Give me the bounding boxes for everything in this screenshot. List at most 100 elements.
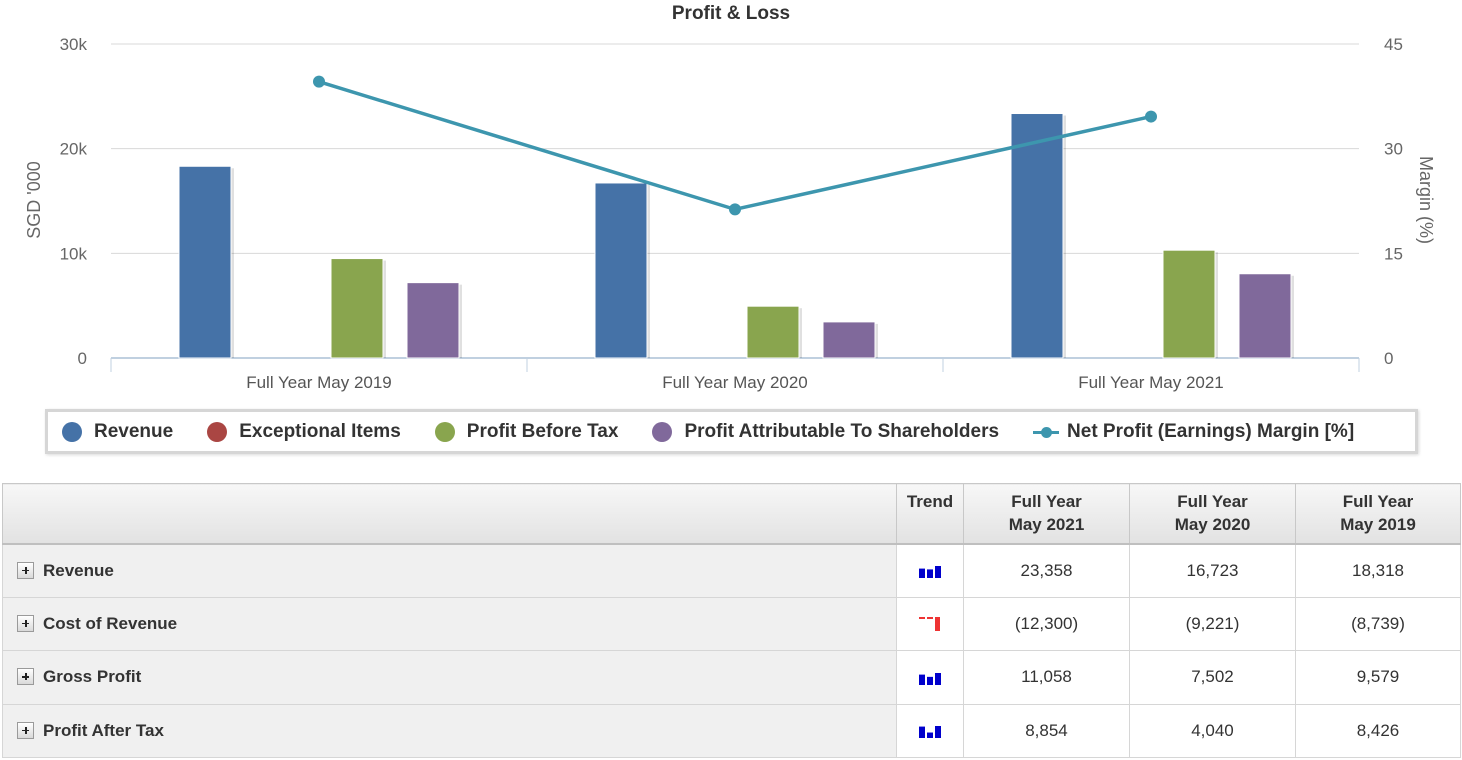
- sparkline-bar: [935, 726, 941, 739]
- trend-sparkline-icon[interactable]: [917, 616, 943, 632]
- sparkline-bar: [919, 568, 925, 579]
- y-axis-title: SGD '000: [24, 161, 44, 238]
- trend-sparkline-icon[interactable]: [917, 670, 943, 686]
- bar-revenue[interactable]: [594, 182, 648, 359]
- row-label-cell: Profit After Tax: [2, 703, 897, 758]
- column-header-may-2020[interactable]: Full Year May 2020: [1129, 483, 1296, 545]
- bar-profit-before-tax[interactable]: [746, 305, 800, 359]
- column-header-may-2021[interactable]: Full Year May 2021: [963, 483, 1130, 545]
- expand-plus-icon[interactable]: [17, 668, 34, 686]
- header-line: May 2020: [1174, 515, 1251, 534]
- bar-revenue[interactable]: [1010, 113, 1064, 359]
- legend-label: Revenue: [94, 420, 174, 442]
- legend-dot-marker: [62, 421, 82, 442]
- y-tick-label: 30k: [60, 35, 88, 54]
- margin-point[interactable]: [313, 75, 325, 88]
- value-cell: (12,300): [963, 596, 1130, 651]
- expand-plus-icon[interactable]: [17, 561, 34, 579]
- legend-label: Exceptional Items: [239, 420, 401, 442]
- margin-point[interactable]: [1145, 110, 1157, 123]
- value-cell: 4,040: [1129, 703, 1296, 758]
- trend-cell: [896, 703, 964, 758]
- sparkline-bar: [927, 569, 933, 579]
- legend-item[interactable]: Net Profit (Earnings) Margin [%]: [1033, 421, 1354, 443]
- header-line: May 2019: [1340, 515, 1416, 534]
- x-tick-label: Full Year May 2021: [1078, 373, 1224, 392]
- bar-profit-attributable-to-shareholders[interactable]: [822, 321, 876, 359]
- trend-cell: [896, 596, 964, 651]
- row-label: Cost of Revenue: [43, 613, 178, 633]
- financial-table: Trend Full Year May 2021 Full Year May 2…: [2, 483, 1461, 758]
- header-line: Full Year: [1342, 492, 1414, 511]
- table-row: Profit After Tax 8,854 4,040 8,426: [2, 703, 1461, 758]
- value-cell: 8,426: [1295, 703, 1461, 758]
- row-label-cell: Revenue: [2, 543, 897, 598]
- chart-canvas: Profit & Loss 0 0 10k 15 20k 30 30k 45 Full Year …: [24, 3, 1436, 392]
- legend-item[interactable]: Profit Attributable To Shareholders: [652, 421, 999, 443]
- value-cell: 18,318: [1295, 543, 1461, 598]
- legend-label: Net Profit (Earnings) Margin [%]: [1067, 420, 1355, 442]
- sparkline-bar: [935, 566, 941, 579]
- value-cell: (9,221): [1129, 596, 1296, 651]
- trend-cell: [896, 650, 964, 705]
- row-label-cell: Gross Profit: [2, 650, 897, 705]
- header-line: Full Year: [1011, 492, 1082, 511]
- bar-profit-before-tax[interactable]: [1162, 249, 1216, 359]
- header-line: May 2021: [1008, 515, 1085, 534]
- y2-tick-label: 0: [1384, 349, 1393, 368]
- y-tick-label: 0: [78, 349, 87, 368]
- bar-profit-before-tax[interactable]: [330, 258, 384, 359]
- value-cell: 8,854: [963, 703, 1130, 758]
- table-row: Gross Profit 11,058 7,502 9,579: [2, 650, 1461, 705]
- row-label: Profit After Tax: [43, 720, 164, 740]
- table-row: Revenue 23,358 16,723 18,318: [2, 543, 1461, 598]
- legend-label: Profit Attributable To Shareholders: [684, 420, 1000, 442]
- sparkline-bar: [919, 674, 925, 685]
- legend-dot-marker: [434, 421, 455, 442]
- sparkline-bar: [927, 617, 933, 620]
- sparkline-bar: [935, 617, 940, 632]
- y2-axis-title: Margin (%): [1416, 156, 1436, 244]
- table-header-row: Trend Full Year May 2021 Full Year May 2…: [2, 483, 1461, 545]
- bar-profit-attributable-to-shareholders[interactable]: [1238, 273, 1292, 359]
- value-cell: 23,358: [963, 543, 1130, 598]
- y2-tick-label: 15: [1384, 244, 1403, 263]
- legend-dot-marker: [207, 421, 228, 442]
- y2-tick-label: 45: [1384, 35, 1403, 54]
- row-label: Gross Profit: [43, 667, 142, 687]
- trend-sparkline-icon[interactable]: [917, 723, 943, 739]
- legend-label: Profit Before Tax: [466, 420, 619, 442]
- bar-profit-attributable-to-shareholders[interactable]: [406, 282, 460, 359]
- value-cell: 7,502: [1129, 650, 1296, 705]
- table-row: Cost of Revenue (12,300) (9,221) (8,739): [2, 596, 1461, 651]
- legend-item[interactable]: Profit Before Tax: [434, 420, 619, 443]
- value-cell: 9,579: [1295, 650, 1461, 705]
- column-header-may-2019[interactable]: Full Year May 2019: [1295, 483, 1461, 545]
- sparkline-bar: [935, 672, 941, 685]
- expand-plus-icon[interactable]: [17, 721, 34, 739]
- y-tick-label: 20k: [60, 140, 88, 159]
- sparkline-bar: [919, 617, 925, 620]
- header-line: Full Year: [1177, 492, 1248, 511]
- bar-revenue[interactable]: [178, 165, 232, 359]
- legend-dot-marker: [652, 421, 673, 442]
- expand-plus-icon[interactable]: [17, 614, 34, 632]
- trend-sparkline-icon[interactable]: [917, 563, 943, 579]
- value-cell: 11,058: [963, 650, 1130, 705]
- sparkline-bar: [919, 726, 925, 739]
- profit-loss-chart: Profit & Loss 0 0 10k 15 20k 30 30k 45 Full Year …: [24, 3, 1436, 454]
- trend-column-header: Trend: [896, 483, 964, 545]
- x-tick-label: Full Year May 2019: [246, 373, 392, 392]
- trend-cell: [896, 543, 964, 598]
- y2-tick-label: 30: [1384, 140, 1403, 159]
- value-cell: 16,723: [1129, 543, 1296, 598]
- legend-item[interactable]: Revenue: [62, 421, 173, 443]
- x-tick-label: Full Year May 2020: [662, 373, 808, 392]
- sparkline-bar: [927, 732, 933, 739]
- sparkline-bar: [927, 676, 933, 685]
- chart-title: Profit & Loss: [672, 3, 790, 24]
- legend-item[interactable]: Exceptional Items: [207, 421, 401, 443]
- label-column-header: [2, 483, 897, 545]
- chart-legend: Revenue Exceptional Items Profit Before Ta…: [45, 409, 1418, 454]
- margin-point[interactable]: [729, 203, 741, 216]
